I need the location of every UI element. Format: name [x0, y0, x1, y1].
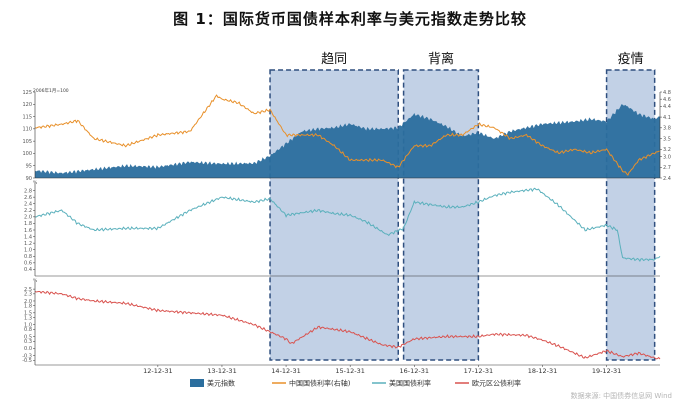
panel3-tick-label: 1.5 [24, 311, 32, 317]
panel3-tick-label: 1.3 [24, 315, 32, 321]
panel2-tick-label: 2.4 [24, 202, 32, 208]
panel3-tick-label: -0.3 [22, 353, 32, 359]
legend-label-4: 欧元区公债利率 [472, 379, 521, 388]
panel2-tick-label: 2.6 [24, 195, 32, 201]
x-tick-label: 16-12-31 [400, 367, 430, 375]
panel1-left-tick-label: 115 [22, 114, 32, 120]
series-usd-index-area [35, 104, 660, 178]
panel2-tick-label: 1.8 [24, 221, 32, 227]
legend-swatch-1 [190, 379, 204, 387]
x-tick-label: 15-12-31 [335, 367, 365, 375]
panel1-right-tick-label: 2.4 [663, 176, 671, 182]
source-note: 数据来源: 中国债券信息网 Wind [570, 392, 672, 400]
legend-label-1: 美元指数 [207, 379, 235, 388]
panel2-tick-label: 0.4 [24, 267, 32, 273]
panel1-right-tick-label: 4.4 [663, 104, 671, 110]
panel2-unit-label: % [33, 180, 38, 186]
panel1-right-tick-label: 4.6 [663, 97, 671, 103]
panel1-right-tick-label: 2.7 [663, 165, 671, 171]
panel1-right-tick-label: 4.8 [663, 90, 671, 96]
panel3-tick-label: 0.5 [24, 334, 32, 340]
panel3-tick-label: 1.8 [24, 304, 32, 310]
panel3-tick-label: 2.5 [24, 287, 32, 293]
x-tick-label: 14-12-31 [271, 367, 301, 375]
panel3-unit-label: % [33, 278, 38, 284]
panel1-unit-label: 2006年1月=100 [33, 87, 69, 94]
panel1-left-tick-label: 120 [22, 102, 32, 108]
period-label-1: 趋同 [321, 52, 347, 67]
panel1-left-tick-label: 90 [26, 176, 32, 182]
panel2-tick-label: 1.4 [24, 234, 32, 240]
panel1-right-tick-label: 3.8 [663, 126, 671, 132]
panel2-tick-label: 0.6 [24, 261, 32, 267]
period-band-2 [402, 69, 480, 361]
series-eu-bond-yield-line [34, 290, 661, 360]
panel2-tick-label: 2.0 [24, 215, 32, 221]
x-tick-label: 19-12-31 [592, 367, 622, 375]
panel3-tick-label: 2.3 [24, 292, 32, 298]
panel3-tick-label: -0.5 [22, 358, 32, 364]
panel3-tick-label: 0.3 [24, 339, 32, 345]
legend-label-2: 中国国债利率(右轴) [289, 379, 351, 388]
x-tick-label: 17-12-31 [464, 367, 494, 375]
panel2-tick-label: 0.8 [24, 254, 32, 260]
legend-label-3: 美国国债利率 [389, 379, 431, 388]
x-tick-label: 13-12-31 [207, 367, 237, 375]
panel1-left-tick-label: 95 [26, 164, 32, 170]
panel1-left-tick-label: 125 [22, 90, 32, 96]
panel3-tick-label: 0.8 [24, 327, 32, 333]
period-label-2: 背离 [428, 51, 454, 67]
chart-title: 图 1：国际货币国债样本利率与美元指数走势比较 [173, 10, 527, 28]
x-tick-label: 18-12-31 [528, 367, 558, 375]
panel1-right-tick-label: 3.0 [663, 154, 671, 160]
panel2-tick-label: 2.8 [24, 188, 32, 194]
panel2-tick-label: 1.6 [24, 228, 32, 234]
panel1-right-tick-label: 3.5 [663, 136, 671, 142]
series-us-bond-yield-line [34, 187, 661, 263]
panel1-left-tick-label: 105 [22, 139, 32, 145]
panel2-tick-label: 1.2 [24, 241, 32, 247]
panel1-right-tick-label: 3.2 [663, 147, 671, 153]
x-tick-label: 12-12-31 [143, 367, 173, 375]
panel2-tick-label: 1.0 [24, 248, 32, 254]
panel2-tick-label: 2.2 [24, 208, 32, 214]
panel1-right-tick-label: 4.1 [663, 115, 671, 121]
panel3-tick-label: 0.0 [24, 346, 32, 352]
panel3-tick-label: 2.0 [24, 299, 32, 305]
panel1-left-tick-label: 110 [22, 127, 32, 133]
series-cn-bond-yield-line [34, 94, 661, 177]
period-label-3: 疫情 [618, 51, 644, 67]
panel1-left-tick-label: 100 [22, 151, 32, 157]
panel3-tick-label: 1.0 [24, 322, 32, 328]
